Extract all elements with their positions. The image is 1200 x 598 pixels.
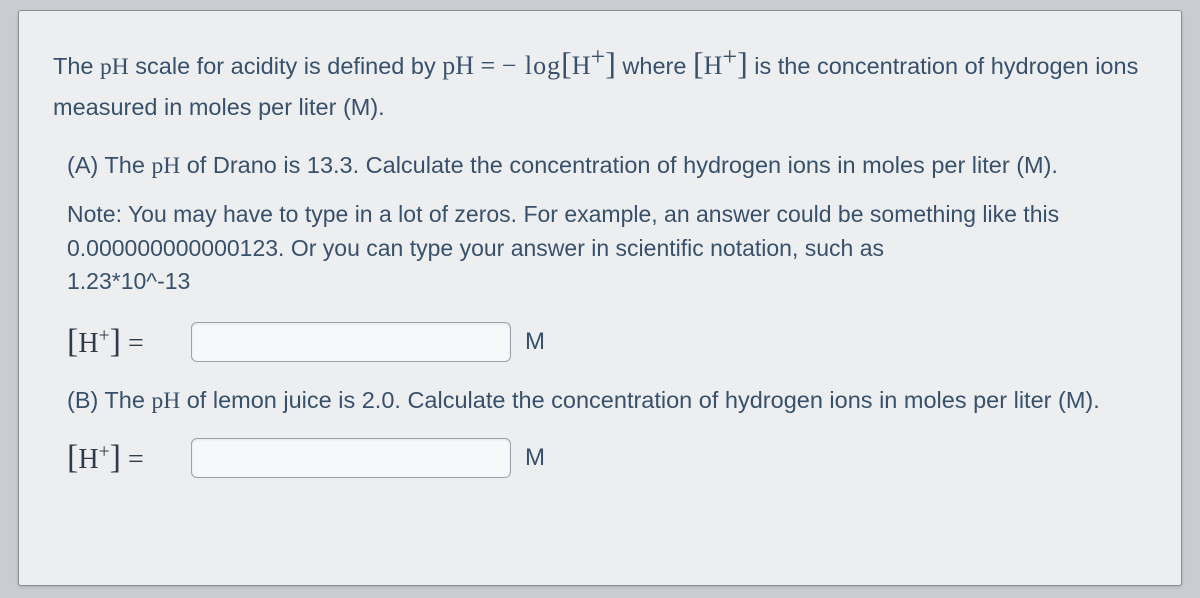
answer-a-row: [H+] = M (67, 322, 1147, 362)
where-sup: + (722, 42, 737, 71)
part-b-rest: of lemon juice is 2.0. Calculate the con… (180, 387, 1100, 413)
answer-a-unit: M (525, 328, 545, 356)
part-a-rest: of Drano is 13.3. Calculate the concentr… (180, 152, 1058, 178)
part-a-ph: pH (151, 153, 180, 179)
eq-eq: = (474, 51, 502, 80)
eq-H: H (572, 51, 591, 80)
answer-b-open: [ (67, 439, 78, 476)
answer-b-H: H (78, 444, 98, 475)
answer-a-lhs: [H+] = (67, 323, 177, 361)
answer-a-H: H (78, 328, 98, 359)
part-b-text: (B) The pH of lemon juice is 2.0. Calcul… (67, 382, 1147, 419)
answer-a-close: ] (110, 323, 121, 360)
where-H: H (704, 51, 723, 80)
note-block: Note: You may have to type in a lot of z… (67, 198, 1147, 298)
eq-lhs: pH (442, 51, 474, 80)
intro-prefix: The (53, 53, 100, 79)
eq-sup: + (591, 42, 606, 71)
where-bracket-open: [ (693, 45, 704, 81)
answer-b-lhs: [H+] = (67, 439, 177, 477)
part-b-label: (B) The (67, 387, 151, 413)
intro-after-ph: scale for acidity is defined by (129, 53, 443, 79)
answer-a-input[interactable] (191, 322, 511, 362)
intro-ph: pH (100, 54, 129, 80)
where-bracket-close: ] (737, 45, 748, 81)
answer-a-sup: + (99, 326, 110, 347)
note-line1: Note: You may have to type in a lot of z… (67, 201, 1059, 260)
eq-bracket-close: ] (605, 45, 616, 81)
answer-b-input[interactable] (191, 438, 511, 478)
answer-b-close: ] (110, 439, 121, 476)
answer-a-eq: = (121, 328, 144, 359)
question-panel: The pH scale for acidity is defined by p… (18, 10, 1182, 586)
answer-b-sup: + (99, 442, 110, 463)
intro-where: where (616, 53, 693, 79)
part-a-label: (A) The (67, 152, 151, 178)
part-b-ph: pH (151, 388, 180, 414)
intro-text: The pH scale for acidity is defined by p… (53, 39, 1147, 125)
answer-b-unit: M (525, 444, 545, 472)
eq-rhs-pre: − log (502, 51, 561, 80)
note-line2: 1.23*10^-13 (67, 268, 190, 294)
parts-container: (A) The pH of Drano is 13.3. Calculate t… (67, 147, 1147, 478)
part-a-text: (A) The pH of Drano is 13.3. Calculate t… (67, 147, 1147, 184)
answer-a-open: [ (67, 323, 78, 360)
answer-b-row: [H+] = M (67, 438, 1147, 478)
eq-bracket-open: [ (561, 45, 572, 81)
answer-b-eq: = (121, 444, 144, 475)
